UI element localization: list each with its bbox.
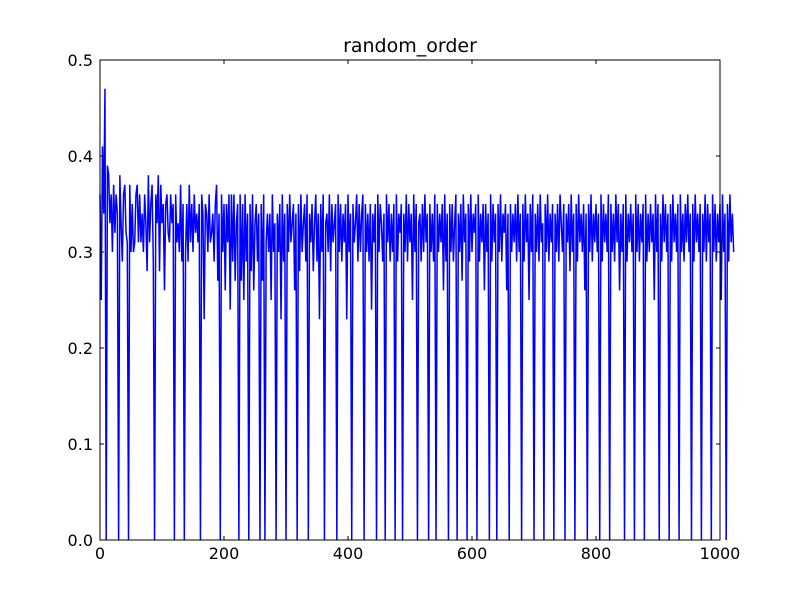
x-tick-label: 800 <box>581 544 612 563</box>
plot-area <box>99 59 735 541</box>
x-axis: 0 200 400 600 800 1000 <box>95 60 740 563</box>
chart-title: random_order <box>343 35 477 57</box>
plot-frame <box>99 59 721 541</box>
y-axis: 0.0 0.1 0.2 0.3 0.4 0.5 <box>68 51 720 550</box>
x-tick-label: 400 <box>333 544 364 563</box>
x-tick-label: 600 <box>457 544 488 563</box>
plot-background <box>100 60 720 540</box>
y-tick-label: 0.2 <box>68 339 93 358</box>
y-tick-label: 0.1 <box>68 435 93 454</box>
y-tick-label: 0.0 <box>68 531 93 550</box>
y-tick-label: 0.4 <box>68 147 93 166</box>
y-tick-label: 0.3 <box>68 243 93 262</box>
y-tick-label: 0.5 <box>68 51 93 70</box>
x-tick-label: 200 <box>209 544 240 563</box>
series-line <box>99 88 735 541</box>
x-tick-label: 0 <box>95 544 105 563</box>
x-tick-label: 1000 <box>700 544 741 563</box>
